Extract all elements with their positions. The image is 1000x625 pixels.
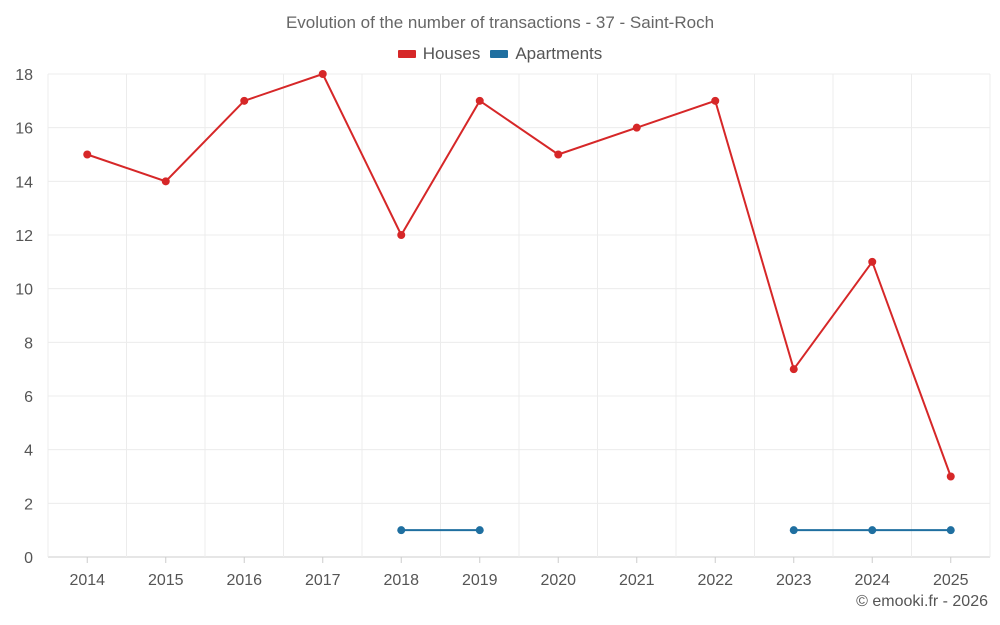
- legend-item-houses[interactable]: Houses: [397, 44, 481, 64]
- legend-swatch-houses: [397, 50, 416, 58]
- x-tick-label: 2018: [383, 572, 419, 589]
- y-tick-label: 14: [15, 174, 33, 191]
- credit-text: © emooki.fr - 2026: [856, 593, 988, 610]
- y-tick-label: 2: [24, 496, 33, 513]
- x-tick-label: 2023: [776, 572, 812, 589]
- x-tick-label: 2020: [540, 572, 576, 589]
- data-point-houses: [240, 96, 249, 105]
- x-tick-label: 2022: [697, 572, 733, 589]
- data-point-apartments: [789, 526, 798, 535]
- data-point-houses: [554, 150, 563, 159]
- data-point-houses: [83, 150, 92, 159]
- chart-title: Evolution of the number of transactions …: [285, 13, 715, 32]
- y-tick-label: 4: [24, 443, 33, 460]
- x-tick-label: 2015: [148, 572, 184, 589]
- data-point-apartments: [868, 526, 877, 535]
- data-point-apartments: [946, 526, 955, 535]
- legend-label-apartments: Apartments: [515, 44, 603, 63]
- legend-label-houses: Houses: [422, 44, 481, 63]
- y-tick-label: 0: [24, 550, 33, 567]
- data-point-houses: [475, 96, 484, 105]
- x-tick-label: 2016: [226, 572, 262, 589]
- x-tick-label: 2019: [462, 572, 498, 589]
- y-tick-label: 6: [24, 389, 33, 406]
- data-point-houses: [789, 365, 798, 374]
- data-point-houses: [318, 70, 327, 78]
- data-point-houses: [946, 472, 955, 481]
- legend-item-apartments[interactable]: Apartments: [490, 44, 602, 64]
- legend: Houses Apartments: [0, 44, 1000, 64]
- legend-swatch-apartments: [490, 50, 509, 58]
- data-point-apartments: [397, 526, 406, 535]
- y-tick-label: 12: [15, 228, 33, 245]
- y-tick-label: 16: [15, 121, 33, 138]
- y-tick-label: 18: [15, 67, 33, 84]
- x-tick-label: 2025: [933, 572, 969, 589]
- data-point-houses: [711, 96, 720, 105]
- data-point-apartments: [475, 526, 484, 535]
- data-point-houses: [161, 177, 170, 186]
- x-tick-label: 2024: [854, 572, 890, 589]
- y-tick-label: 8: [24, 335, 33, 352]
- y-tick-label: 10: [15, 282, 33, 299]
- x-tick-label: 2017: [305, 572, 341, 589]
- x-tick-label: 2014: [69, 572, 105, 589]
- series-line-houses: [86, 72, 952, 477]
- data-point-houses: [868, 257, 877, 266]
- data-point-houses: [397, 231, 406, 239]
- x-tick-label: 2021: [619, 572, 655, 589]
- data-point-houses: [632, 123, 641, 132]
